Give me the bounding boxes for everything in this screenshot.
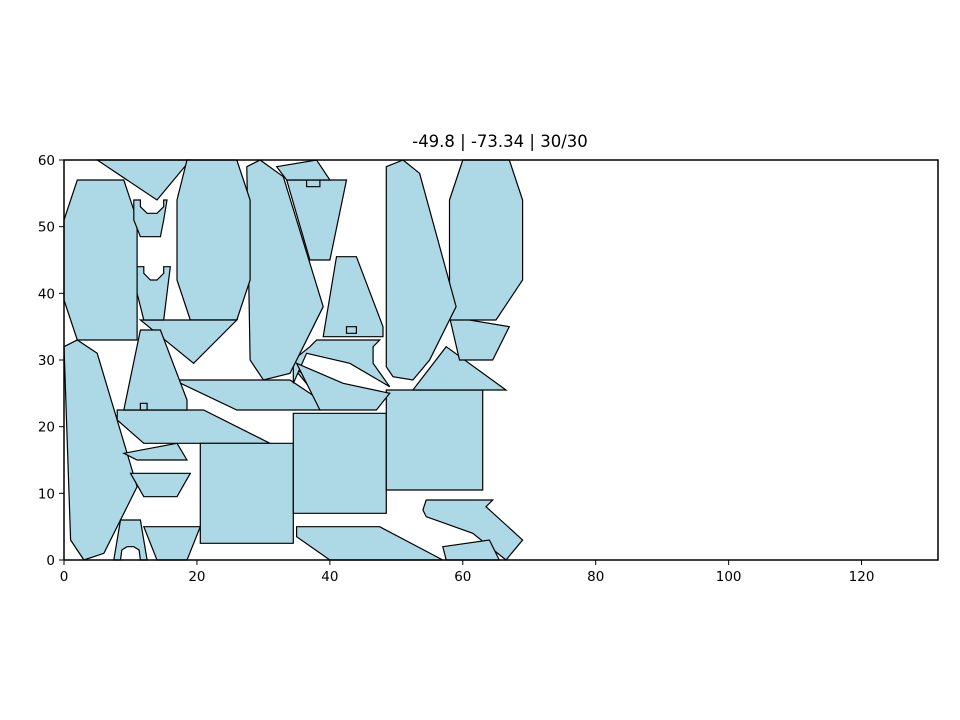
chart-title: -49.8 | -73.34 | 30/30 [412, 132, 588, 151]
polygon-piece-4 [113, 519, 148, 561]
polygon-piece-28 [176, 159, 251, 321]
polygon-piece-11 [385, 389, 484, 491]
x-tick-label: 120 [849, 569, 875, 585]
polygon-piece-6 [129, 472, 192, 498]
y-tick-label: 50 [38, 220, 55, 236]
polygon-piece-13 [448, 315, 511, 361]
polygon-piece-7 [121, 442, 189, 461]
polygon-piece-26 [275, 159, 332, 181]
polygon-piece-10 [292, 412, 387, 514]
polygon-layer [63, 159, 524, 561]
polygon-piece-12 [411, 345, 508, 391]
polygon-piece-5 [142, 526, 202, 561]
y-tick-label: 30 [38, 353, 55, 369]
polygon-piece-33 [139, 402, 148, 411]
y-tick-label: 20 [38, 420, 55, 436]
polygon-piece-15 [385, 159, 457, 381]
polygon-piece-31 [133, 199, 168, 238]
polygon-piece-18 [296, 526, 444, 561]
polygon-piece-17 [442, 539, 501, 561]
polygon-piece-27 [246, 159, 324, 381]
polygon-piece-9 [199, 442, 294, 544]
polygon-piece-30 [136, 266, 171, 321]
y-tick-label: 60 [38, 153, 55, 169]
polygon-piece-20 [292, 339, 391, 388]
x-tick-label: 100 [716, 569, 742, 585]
x-tick-label: 0 [60, 569, 69, 585]
x-tick-label: 40 [321, 569, 338, 585]
polygon-piece-22 [322, 256, 384, 338]
x-tick-label: 60 [454, 569, 471, 585]
polygon-piece-2 [63, 179, 138, 341]
polygon-piece-21 [295, 362, 391, 411]
y-tick-label: 40 [38, 286, 55, 302]
polygon-piece-29 [138, 319, 239, 365]
polygon-piece-23 [345, 326, 357, 334]
polygon-piece-8 [116, 409, 271, 444]
x-tick-label: 20 [188, 569, 205, 585]
y-axis: 0 10 20 30 40 50 60 [38, 153, 64, 569]
polygon-piece-32 [123, 329, 188, 411]
x-tick-label: 80 [587, 569, 604, 585]
polygon-piece-14 [448, 159, 524, 321]
x-axis: 0 20 40 60 80 100 120 [60, 560, 875, 585]
y-tick-label: 0 [46, 553, 55, 569]
y-tick-label: 10 [38, 486, 55, 502]
polygon-piece-25 [306, 179, 321, 188]
